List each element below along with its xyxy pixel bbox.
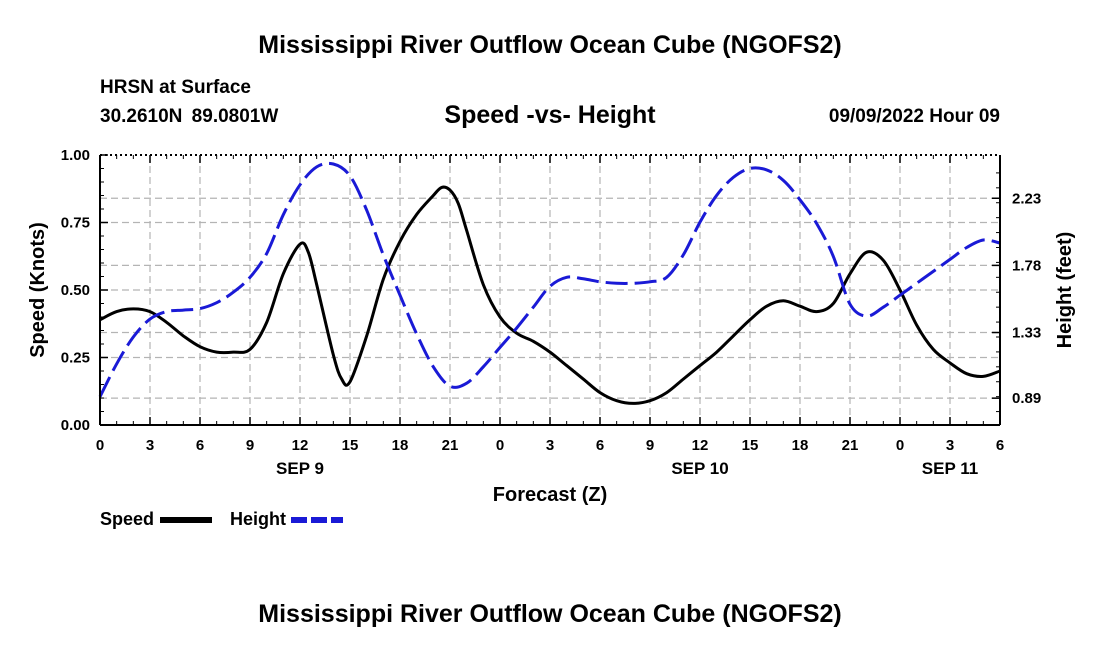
station-label: HRSN at Surface [100,77,251,98]
x-tick-label: 3 [946,437,954,454]
y2-tick-label: 1.78 [1012,257,1041,274]
y-axis-label: Speed (Knots) [27,222,49,358]
y-tick-label: 0.50 [61,282,90,299]
x-tick-label: 0 [896,437,904,454]
x-tick-label: 21 [842,437,859,454]
x-tick-label: 0 [96,437,104,454]
y2-tick-label: 1.33 [1012,325,1041,342]
chart-series [98,161,1001,405]
footer-title: Mississippi River Outflow Ocean Cube (NG… [258,600,842,628]
chart-axes [99,154,1001,426]
y2-tick-label: 0.89 [1012,390,1041,407]
y-tick-label: 0.25 [61,350,90,367]
y-tick-label: 0.75 [61,215,90,232]
x-tick-label: 21 [442,437,459,454]
x-tick-label: 18 [392,437,409,454]
x-axis-label: Forecast (Z) [493,484,607,506]
date-label: SEP 10 [671,459,728,478]
coordinates-label: 30.2610N 89.0801W [100,106,279,127]
chart-grid [100,155,1000,425]
x-tick-label: 18 [792,437,809,454]
date-label: SEP 11 [922,459,978,478]
y-tick-label: 0.00 [61,417,90,434]
chart-tick-labels: 0 3 6 9 12 15 18 21 0 3 6 9 12 15 18 21 0 3 6 0.00 0.25 0.50 0… [61,147,1041,478]
x-tick-label: 12 [292,437,309,454]
x-tick-label: 6 [596,437,604,454]
chart-subtitle: Speed -vs- Height [444,101,656,129]
forecast-datetime: 09/09/2022 Hour 09 [828,106,1000,127]
legend-speed-label: Speed [100,509,154,529]
x-tick-label: 12 [692,437,709,454]
x-tick-label: 9 [246,437,254,454]
chart-legend: Speed Height [100,509,343,529]
x-tick-label: 15 [742,437,759,454]
x-tick-label: 0 [496,437,504,454]
legend-height-label: Height [230,509,286,529]
y2-tick-label: 2.23 [1012,190,1041,207]
x-tick-label: 6 [996,437,1004,454]
chart-title: Mississippi River Outflow Ocean Cube (NG… [258,31,842,59]
y-tick-label: 1.00 [61,147,90,164]
x-tick-label: 3 [546,437,554,454]
series-line-speed [99,185,1001,405]
x-tick-label: 9 [646,437,654,454]
x-tick-label: 3 [146,437,154,454]
x-tick-label: 6 [196,437,204,454]
series-line-height [98,161,1001,398]
date-label: SEP 9 [276,459,324,478]
x-tick-label: 15 [342,437,359,454]
y2-axis-label: Height (feet) [1054,232,1076,349]
